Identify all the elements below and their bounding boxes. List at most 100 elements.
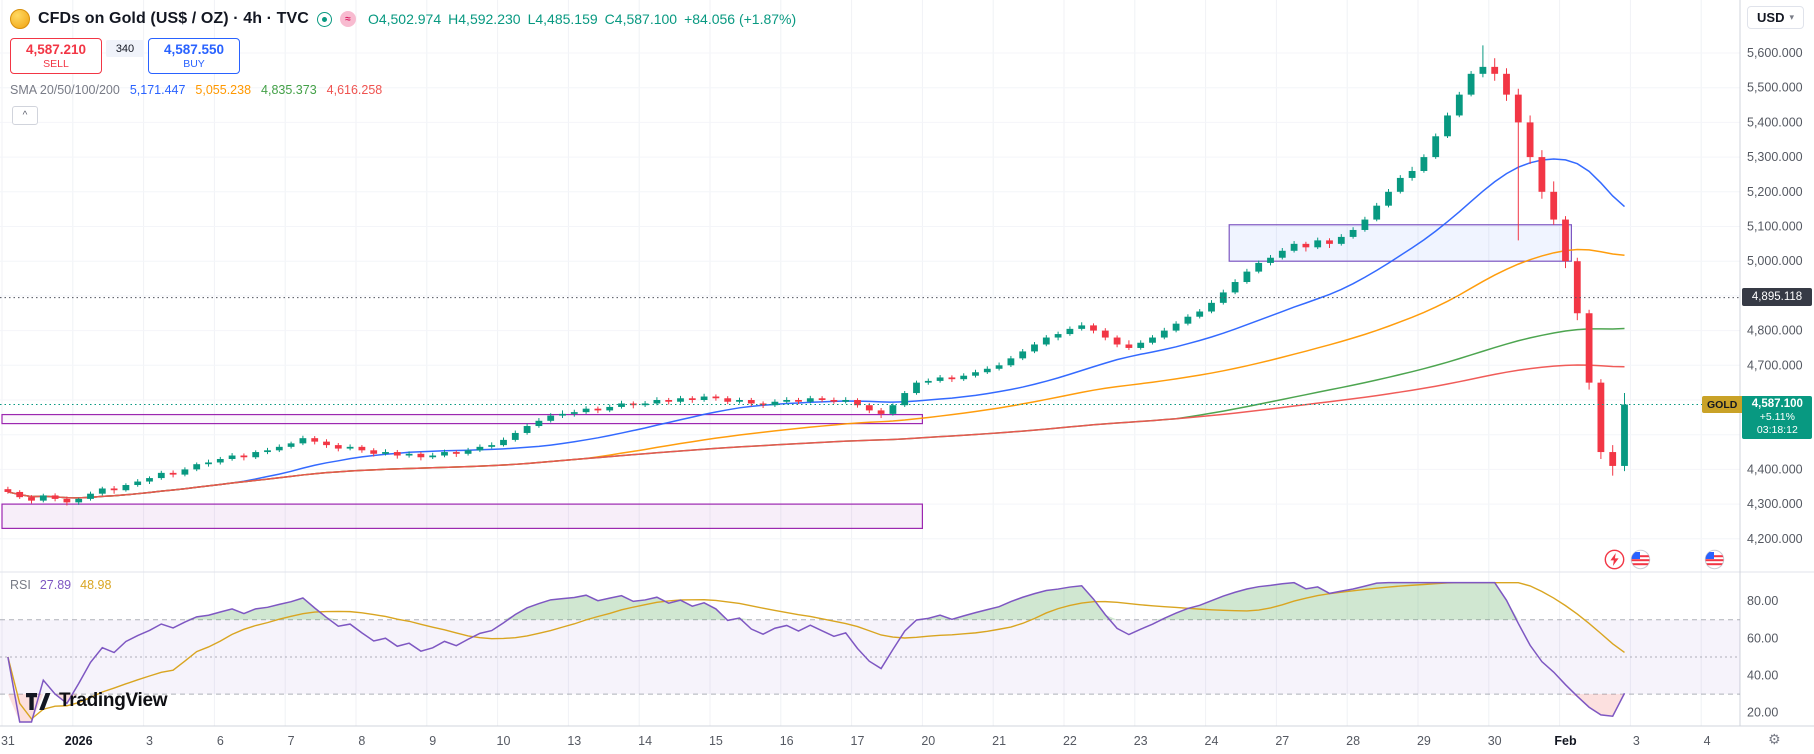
sell-button[interactable]: 4,587.210 SELL [10,38,102,74]
svg-text:29: 29 [1417,734,1431,748]
rsi-indicator-legend[interactable]: RSI 27.89 48.98 [10,578,111,592]
svg-text:Feb: Feb [1554,734,1577,748]
chevron-up-icon: ^ [22,110,28,121]
svg-text:40.00: 40.00 [1747,669,1778,683]
open-label: O [367,11,379,27]
rsi-ma-line [7,581,1625,720]
buy-button[interactable]: 4,587.550 BUY [148,38,240,74]
svg-text:27: 27 [1275,734,1289,748]
close-value: 4,587.100 [614,11,678,27]
lightning-event-icon[interactable] [1604,549,1625,570]
svg-text:14: 14 [638,734,652,748]
event-marker-secondary [1704,549,1725,570]
symbol-title[interactable]: CFDs on Gold (US$ / OZ) · 4h · TVC [38,10,309,27]
candles [4,45,1628,506]
svg-text:2026: 2026 [65,734,93,748]
currency-button[interactable]: USD ▾ [1747,6,1804,29]
svg-text:3: 3 [146,734,153,748]
price-axis-labels: 5,600.000 5,500.000 5,400.000 5,300.000 5,20… [1747,46,1803,720]
svg-text:28: 28 [1346,734,1360,748]
symbol-badge: GOLD [1702,396,1743,413]
sma-line [7,364,1625,499]
svg-text:31: 31 [1,734,15,748]
rsi-ma-value: 48.98 [80,578,112,592]
last-price: 4,587.100 [1751,398,1803,410]
sma20-value: 5,171.447 [129,83,186,97]
svg-text:30: 30 [1488,734,1502,748]
sma-line [7,327,1625,499]
open-value: 4,502.974 [378,11,442,27]
close-label: C [604,11,615,27]
price-axis[interactable] [1740,0,1814,726]
ideas-badge-icon[interactable]: ≈ [339,11,356,27]
sma100-value: 4,835.373 [261,83,317,97]
svg-text:5,100.000: 5,100.000 [1747,220,1803,234]
svg-text:8: 8 [358,734,365,748]
svg-text:4: 4 [1704,734,1711,748]
sma-legend-label: SMA 20/50/100/200 [10,83,120,97]
collapse-legend-button[interactable]: ^ [12,106,38,125]
svg-text:4,700.000: 4,700.000 [1747,358,1803,372]
svg-text:3: 3 [1633,734,1640,748]
current-price-tag: GOLD 4,587.100 +5.11% 03:18:12 [1702,396,1813,439]
last-price-tag: 4,587.100 +5.11% 03:18:12 [1742,396,1813,439]
svg-text:5,400.000: 5,400.000 [1747,115,1803,129]
svg-text:5,200.000: 5,200.000 [1747,185,1803,199]
sell-label: SELL [43,57,69,70]
svg-text:20: 20 [921,734,935,748]
market-status-icon[interactable] [316,11,332,27]
sma-indicator-legend[interactable]: SMA 20/50/100/200 5,171.447 5,055.238 4,… [10,83,382,97]
us-flag-event-icon[interactable] [1704,549,1725,570]
svg-text:24: 24 [1205,734,1219,748]
svg-text:60.00: 60.00 [1747,631,1778,645]
low-label: L [527,11,536,27]
ohlc-values: O4,502.974 H4,592.230 L4,485.159 C4,587.… [368,11,796,27]
low-value: 4,485.159 [535,11,598,27]
svg-text:10: 10 [497,734,511,748]
currency-label: USD [1757,10,1785,25]
time-axis[interactable] [0,726,1814,754]
sma-line [7,248,1625,499]
svg-text:4,800.000: 4,800.000 [1747,324,1803,338]
svg-text:20.00: 20.00 [1747,706,1778,720]
svg-text:15: 15 [709,734,723,748]
svg-text:4,200.000: 4,200.000 [1747,532,1803,546]
rsi-line [7,581,1626,723]
svg-text:5,000.000: 5,000.000 [1747,254,1803,268]
price-change-pct: +5.11% [1759,411,1795,423]
svg-text:80.00: 80.00 [1747,594,1778,608]
caret-down-icon: ▾ [1789,12,1794,22]
legend-symbol-row: CFDs on Gold (US$ / OZ) · 4h · TVC ≈ O4,… [10,7,796,31]
svg-text:13: 13 [567,734,581,748]
svg-text:5,600.000: 5,600.000 [1747,46,1803,60]
sell-price: 4,587.210 [25,42,87,58]
tradingview-logo[interactable]: TradingView [26,690,168,712]
sma50-value: 5,055.238 [195,83,252,97]
svg-text:21: 21 [992,734,1006,748]
gold-coin-icon[interactable] [10,9,30,29]
high-value: 4,592.230 [458,11,521,27]
svg-text:4,300.000: 4,300.000 [1747,497,1803,511]
status-dot-icon [321,16,327,22]
svg-text:5,300.000: 5,300.000 [1747,150,1803,164]
price-level-tag[interactable]: 4,895.118 [1742,288,1812,306]
high-label: H [448,11,459,27]
timezone-settings-icon[interactable]: ⚙ [1768,731,1781,747]
tradingview-logo-text: TradingView [59,690,168,711]
us-flag-event-icon[interactable] [1630,549,1651,570]
rsi-legend-label: RSI [10,578,31,592]
svg-text:23: 23 [1134,734,1148,748]
sma-line [7,158,1626,499]
time-axis-labels: 31 2026 3 6 7 8 9 10 13 14 15 16 17 20 21 22 23 24 27 28 29 3… [1,734,1711,748]
bar-countdown: 03:18:12 [1756,424,1798,436]
svg-text:6: 6 [217,734,224,748]
drawing-rect [1,503,924,529]
svg-text:17: 17 [851,734,865,748]
rsi-value: 27.89 [39,578,72,592]
spread-value: 340 [106,40,144,57]
trade-panel: 4,587.210 SELL 340 4,587.550 BUY [10,38,240,74]
svg-text:7: 7 [288,734,295,748]
drawing-rect [1,413,924,425]
